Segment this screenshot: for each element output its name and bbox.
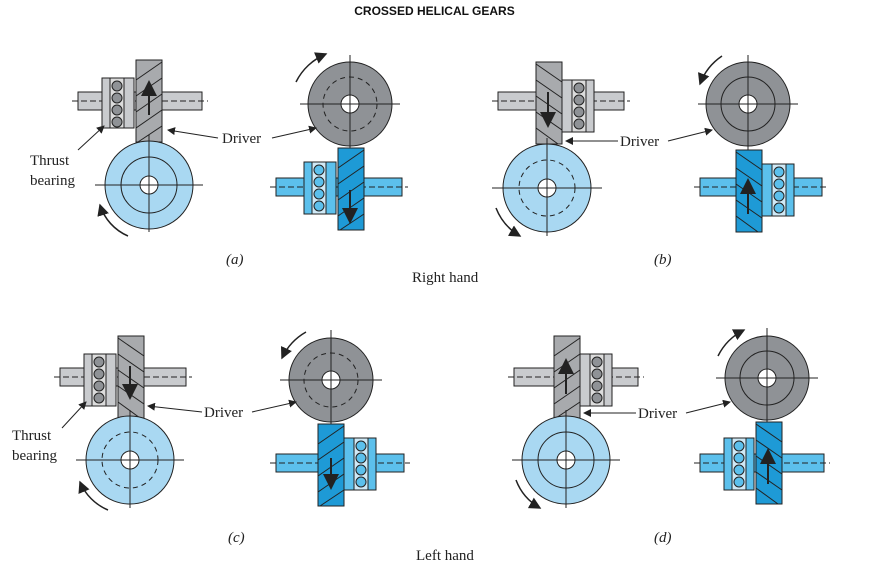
driver-leader (271, 125, 317, 139)
gray-gear-face (716, 328, 818, 426)
panel-caption: (d) (654, 530, 672, 546)
thrust-bearing (343, 437, 377, 491)
gray-gear-edge (135, 59, 163, 143)
gray-gear-face (698, 55, 798, 152)
panel-caption: (c) (228, 530, 245, 546)
thrust-bearing (761, 163, 795, 217)
blue-gear-face (76, 410, 184, 511)
thrust-leader (61, 401, 87, 429)
driver-leader (685, 399, 731, 414)
blue-gear-edge (317, 423, 345, 507)
thrust-bearing (723, 437, 755, 491)
thrust-bearing (83, 353, 117, 407)
driver-leader (667, 127, 713, 142)
panel-d: Driver (d) (508, 328, 830, 546)
thrust-label-line2: bearing (12, 448, 57, 464)
gray-gear-face (295, 52, 400, 152)
blue-gear-face (492, 138, 602, 237)
thrust-bearing (579, 353, 613, 407)
thrust-leader (77, 125, 105, 151)
panel-a: Driver Thrust bearing (a) (30, 52, 408, 268)
page-title: CROSSED HELICAL GEARS (354, 4, 515, 18)
gray-gear-edge (535, 61, 563, 145)
blue-gear-face (95, 135, 203, 237)
panel-caption: (a) (226, 252, 244, 268)
panel-caption: (b) (654, 252, 672, 268)
blue-gear-face (512, 410, 620, 509)
driver-label: Driver (204, 405, 243, 421)
driver-leader (167, 127, 219, 139)
driver-label: Driver (620, 134, 659, 150)
gray-gear-edge (553, 335, 581, 419)
thrust-label-line1: Thrust (30, 153, 70, 169)
blue-gear-edge (735, 149, 763, 233)
group-label-right-hand: Right hand (412, 270, 479, 286)
thrust-label-line1: Thrust (12, 428, 52, 444)
driver-label: Driver (222, 131, 261, 147)
gray-gear-edge (117, 335, 145, 419)
panel-c: Driver Thrust bearing (c) (12, 330, 410, 546)
driver-leader (251, 399, 297, 413)
thrust-bearing (561, 79, 595, 133)
gray-gear-face (280, 330, 382, 428)
thrust-bearing (101, 77, 135, 129)
panel-b: Driver (b) (492, 55, 828, 268)
group-label-left-hand: Left hand (416, 548, 474, 564)
thrust-label-line2: bearing (30, 173, 75, 189)
driver-label: Driver (638, 406, 677, 422)
blue-gear-edge (337, 147, 365, 231)
driver-leader (147, 402, 203, 413)
blue-gear-edge (755, 421, 783, 505)
